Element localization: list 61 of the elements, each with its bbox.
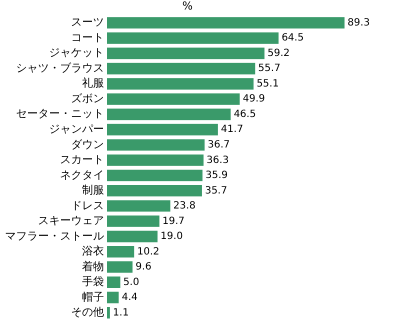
bar [107,261,133,273]
data-label: 23.8 [173,200,196,212]
data-label: 59.2 [267,48,290,59]
y-tick-label: ネクタイ [60,168,104,182]
data-label: 55.7 [258,63,280,74]
data-label: 41.7 [220,124,244,136]
bar [107,276,120,288]
data-label: 55.1 [256,78,279,90]
bar [107,292,119,304]
data-label: 89.3 [348,17,370,28]
bar [107,246,134,258]
bar [107,32,279,44]
data-label: 19.7 [162,216,185,227]
y-tick-label: セーター・ニット [16,107,104,120]
bar [107,108,231,120]
y-tick-label: ダウン [71,138,104,151]
data-label: 4.4 [122,292,138,304]
data-label: 19.0 [160,231,183,242]
data-label: 36.7 [208,140,230,151]
y-tick-label: スキーウェア [38,214,104,228]
bar [107,62,256,74]
data-label: 49.9 [242,94,265,105]
y-tick-label: スカート [60,153,104,166]
y-tick-label: シャツ・ブラウス [16,61,104,74]
y-tick-label: 浴衣 [82,244,104,258]
bar [107,170,202,182]
y-tick-label: 制服 [82,184,104,197]
y-tick-label: スーツ [71,16,104,29]
bar [107,200,170,212]
y-tick-label: コート [71,30,104,44]
data-label: 35.9 [205,170,228,182]
bar [107,307,110,318]
y-tick-label: その他 [71,306,104,319]
bar [107,48,264,60]
y-tick-label: 手袋 [82,275,104,288]
y-tick-label: ジャンパー [49,122,104,136]
bar [107,230,158,242]
bar [107,17,345,29]
bar [107,154,204,166]
bar [107,215,160,227]
data-label: 10.2 [137,246,160,258]
bar [107,184,202,196]
chart-title: % [182,0,193,12]
bar [107,78,254,90]
y-tick-label: ジャケット [49,46,104,60]
data-label: 46.5 [234,108,256,120]
y-tick-label: マフラー・ストール [5,229,104,242]
data-label: 5.0 [123,276,140,288]
y-tick-label: 着物 [82,260,104,273]
y-tick-label: ズボン [71,92,104,105]
bar [107,124,218,136]
data-label: 64.5 [282,32,304,44]
data-label: 35.7 [204,185,228,196]
bar [107,93,240,105]
y-tick-label: 礼服 [82,76,104,90]
y-tick-label: ドレス [71,198,104,212]
bar [107,139,205,151]
data-label: 9.6 [136,262,152,273]
data-label: 1.1 [112,307,129,318]
y-tick-label: 帽子 [82,290,104,304]
data-label: 36.3 [206,154,229,166]
